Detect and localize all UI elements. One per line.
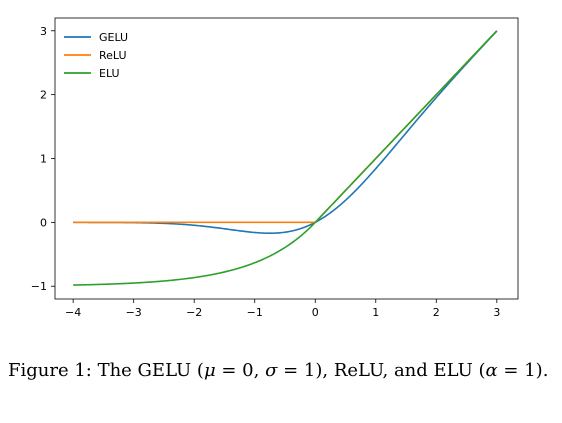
legend-label-elu: ELU xyxy=(99,67,120,80)
series-line-relu xyxy=(73,30,498,224)
x-tick-label: −2 xyxy=(186,306,202,319)
caption-text-a: Figure 1: The GELU ( xyxy=(8,360,204,381)
x-tick-label: 2 xyxy=(433,306,440,319)
caption-text-d: = 1). xyxy=(497,360,549,381)
series-line-gelu xyxy=(73,30,498,235)
y-tick-label: 2 xyxy=(40,89,47,102)
x-tick-label: −3 xyxy=(126,306,142,319)
y-tick-label: −1 xyxy=(31,280,47,293)
legend-label-gelu: GELU xyxy=(99,31,128,44)
x-tick-label: 1 xyxy=(372,306,379,319)
x-axis-ticks: −4 −3 −2 −1 0 1 2 3 xyxy=(65,299,500,319)
legend-label-relu: ReLU xyxy=(99,49,127,62)
x-tick-label: −4 xyxy=(65,306,81,319)
y-tick-label: 0 xyxy=(40,216,47,229)
series-lines xyxy=(73,30,498,286)
caption-sigma: σ xyxy=(265,360,278,381)
y-axis-ticks: −1 0 1 2 3 xyxy=(31,25,55,293)
legend: GELU ReLU ELU xyxy=(64,31,128,80)
caption-text-b: = 0, xyxy=(215,360,266,381)
figure-caption: Figure 1: The GELU (μ = 0, σ = 1), ReLU,… xyxy=(8,360,554,382)
y-tick-label: 1 xyxy=(40,153,47,166)
x-tick-label: −1 xyxy=(247,306,263,319)
caption-text-c: = 1), ReLU, and ELU ( xyxy=(277,360,486,381)
caption-mu: μ xyxy=(203,360,216,381)
activation-functions-chart: −4 −3 −2 −1 0 1 2 3 −1 0 1 2 3 GELU ReLU ELU xyxy=(31,17,519,319)
y-tick-label: 3 xyxy=(40,25,47,38)
x-tick-label: 0 xyxy=(312,306,319,319)
series-line-elu xyxy=(73,30,498,286)
caption-alpha: α xyxy=(485,360,498,381)
x-tick-label: 3 xyxy=(493,306,500,319)
